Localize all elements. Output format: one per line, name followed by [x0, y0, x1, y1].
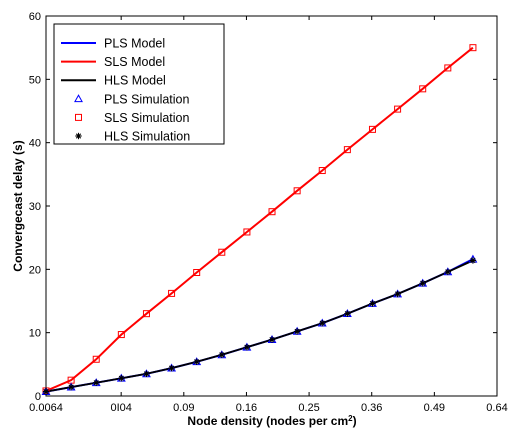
hls-simulation-point [67, 383, 75, 391]
sls-simulation-point [394, 105, 402, 113]
hls-simulation-point-stroke [93, 380, 99, 386]
y-tick-label: 10 [29, 328, 41, 340]
sls-simulation-point [168, 289, 176, 297]
sls-simulation-point [243, 228, 251, 236]
y-tick-label: 20 [29, 264, 41, 276]
hls-simulation-point [193, 358, 200, 365]
y-tick-label: 60 [29, 11, 41, 23]
y-tick-label: 40 [29, 138, 41, 150]
sls-simulation-point [268, 208, 276, 216]
sls-simulation-point [193, 269, 201, 276]
hls-simulation-point [168, 364, 175, 372]
legend-pls-simulation-swatch [74, 94, 83, 103]
legend-sls-model-label: SLS Model [104, 55, 165, 69]
hls-simulation-point [419, 280, 426, 287]
x-axis-title: Node density (nodes per cm2) [187, 414, 356, 429]
x-tick-label: 0.49 [424, 402, 445, 414]
hls-simulation-point [469, 257, 477, 264]
x-tick-label: 0I04 [110, 402, 131, 414]
legend-hls-simulation-label: HLS Simulation [104, 130, 190, 144]
hls-simulation-point-stroke [219, 352, 225, 358]
legend: PLS Model SLS Model HLS Model PLS Simulatio… [53, 23, 225, 145]
legend-hls-simulation-swatch-stroke [75, 133, 82, 139]
ticks-layer: 0.0064 0I04 0.09 0.16 0.25 0.36 0.49 0.64 0 10 20 3… [29, 11, 508, 414]
hls-simulation-point-stroke [319, 320, 325, 326]
legend-pls-simulation-label: PLS Simulation [104, 92, 190, 106]
sls-simulation-point [117, 331, 125, 339]
hls-simulation-point [394, 290, 401, 298]
x-tick-label: 0.0064 [29, 402, 63, 414]
x-tick-label: 0.64 [486, 402, 507, 414]
y-tick-label: 30 [29, 201, 41, 213]
hls-simulation-point-stroke [194, 359, 200, 365]
sls-simulation-point [419, 85, 427, 93]
sls-simulation-point [368, 125, 376, 133]
sls-simulation-point [444, 64, 452, 72]
x-tick-label: 0.09 [173, 402, 194, 414]
hls-simulation-point-stroke [68, 384, 74, 390]
hls-model-line [45, 259, 474, 393]
y-tick-label: 50 [29, 74, 41, 86]
hls-simulation-point-stroke [470, 257, 476, 264]
sls-simulation-point [92, 355, 100, 363]
hls-simulation-point [243, 344, 251, 351]
hls-simulation-point [143, 370, 150, 378]
legend-hls-model-label: HLS Model [104, 74, 166, 88]
x-tick-label: 0.25 [298, 402, 319, 414]
hls-simulation-point-stroke [369, 300, 376, 307]
hls-simulation-point-stroke [168, 365, 175, 371]
sls-simulation-points [42, 44, 477, 395]
sls-simulation-point [343, 146, 351, 154]
hls-simulation-point [319, 319, 326, 327]
sls-simulation-point [318, 167, 326, 175]
sls-model-line [45, 46, 474, 392]
hls-simulation-point [268, 336, 276, 343]
hls-simulation-point-stroke [420, 280, 426, 286]
series-layer [41, 44, 478, 395]
legend-sls-simulation-label: SLS Simulation [104, 111, 190, 125]
hls-simulation-point-stroke [294, 328, 300, 335]
hls-simulation-point-stroke [118, 375, 124, 381]
hls-simulation-point [369, 300, 376, 307]
legend-hls-simulation-swatch [75, 132, 82, 140]
y-axis-title: Convergecast delay (s) [11, 140, 25, 271]
hls-simulation-point-stroke [244, 344, 250, 350]
legend-pls-model-label: PLS Model [104, 37, 165, 51]
hls-simulation-point [218, 351, 225, 359]
sls-simulation-point [293, 187, 301, 195]
x-tick-label: 0.36 [361, 402, 382, 414]
sls-simulation-point [469, 44, 477, 52]
hls-simulation-point [118, 375, 125, 382]
hls-simulation-point [444, 268, 452, 276]
hls-simulation-point-stroke [394, 291, 401, 297]
sls-simulation-point [142, 310, 150, 318]
hls-simulation-point-stroke [269, 337, 275, 343]
y-tick-label: 0 [35, 391, 41, 403]
hls-simulation-point-stroke [143, 371, 150, 377]
x-tick-label: 0.16 [236, 402, 257, 414]
hls-simulation-point-stroke [445, 269, 451, 275]
hls-simulation-point-stroke [344, 311, 350, 317]
legend-sls-simulation-swatch [75, 113, 82, 121]
hls-simulation-point [344, 310, 351, 317]
hls-simulation-point [293, 328, 301, 335]
sls-simulation-point [218, 248, 226, 256]
hls-simulation-point [93, 379, 100, 386]
